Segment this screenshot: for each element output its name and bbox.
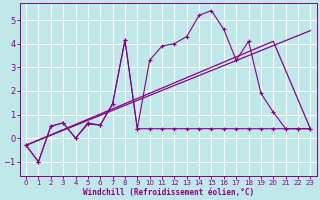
X-axis label: Windchill (Refroidissement éolien,°C): Windchill (Refroidissement éolien,°C)	[83, 188, 254, 197]
